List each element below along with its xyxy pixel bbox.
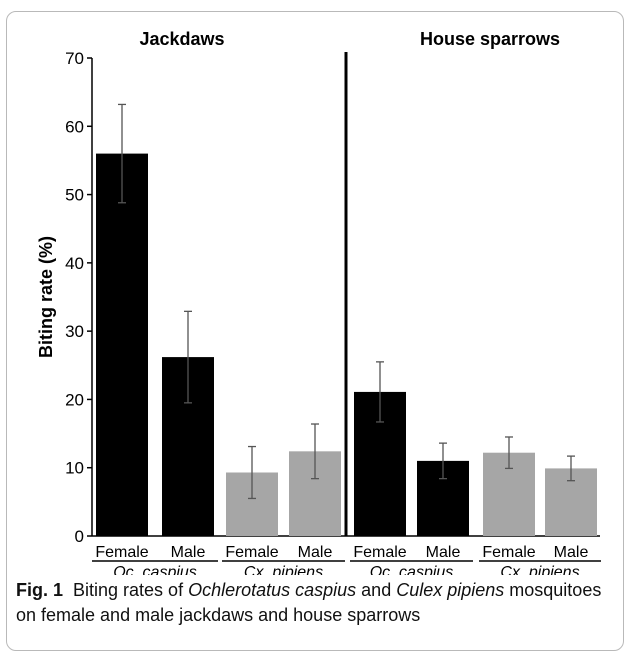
caption-text-1: Biting rates of [73, 580, 189, 600]
y-tick-label: 50 [65, 186, 84, 205]
group-label: Oc. caspius [113, 564, 197, 575]
x-category-label: Female [225, 544, 278, 561]
x-category-label: Female [353, 544, 406, 561]
y-axis-label: Biting rate (%) [36, 236, 56, 358]
y-tick-label: 70 [65, 49, 84, 68]
y-tick-label: 20 [65, 390, 84, 409]
bar-chart: 0 10 20 30 40 50 60 70 Biting rate (%) Jackdaws Fe… [36, 29, 601, 575]
panel-title: House sparrows [420, 29, 560, 49]
y-tick-label: 30 [65, 322, 84, 341]
x-category-label: Female [95, 544, 148, 561]
x-category-label: Male [426, 544, 461, 561]
y-tick-label: 0 [75, 527, 84, 546]
y-tick-label: 60 [65, 117, 84, 136]
y-tick-label: 40 [65, 254, 84, 273]
group-label: Cx. pipiens [244, 564, 323, 575]
y-tick-label: 10 [65, 459, 84, 478]
caption-species-2: Culex pipiens [396, 580, 505, 600]
figure-caption: Fig. 1 Biting rates of Ochlerotatus caspi… [16, 578, 616, 628]
figure-label: Fig. 1 [16, 580, 64, 600]
x-category-label: Female [482, 544, 535, 561]
group-label: Cx. pipiens [500, 564, 579, 575]
x-category-label: Male [554, 544, 589, 561]
figure-frame [6, 11, 624, 651]
bar [96, 153, 148, 536]
caption-text-3: mosquitoes on female and male jackdaws a… [16, 580, 602, 625]
group-label: Oc. caspius [370, 564, 454, 575]
caption-text-2: and [356, 580, 397, 600]
caption-species-1: Ochlerotatus caspius [188, 580, 357, 600]
panel-title: Jackdaws [139, 29, 224, 49]
x-category-label: Male [298, 544, 333, 561]
x-category-label: Male [171, 544, 206, 561]
